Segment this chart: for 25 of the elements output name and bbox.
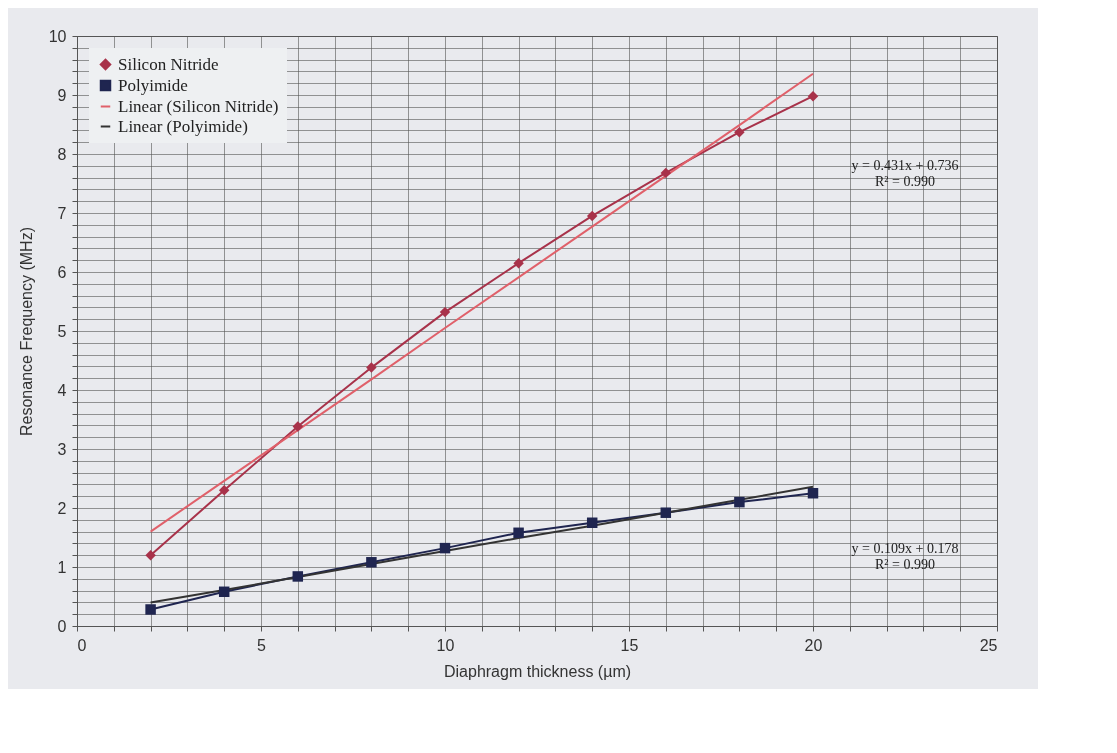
- annotation: y = 0.109x + 0.178 R² = 0.990: [851, 541, 959, 572]
- x-tick-label: 15: [620, 636, 639, 654]
- legend-label: Silicon Nitride: [118, 54, 219, 74]
- x-tick-label: 0: [77, 636, 87, 654]
- y-tick-label: 2: [57, 499, 67, 517]
- legend-label: Linear (Silicon Nitride): [118, 96, 279, 116]
- y-tick-label: 1: [57, 558, 67, 576]
- legend-label: Linear (Polyimide): [118, 116, 248, 136]
- y-tick-label: 0: [57, 617, 67, 635]
- y-tick-label: 4: [57, 381, 67, 399]
- x-tick-label: 10: [436, 636, 455, 654]
- legend-label: Polyimide: [118, 75, 188, 95]
- annotation: y = 0.431x + 0.736 R² = 0.990: [851, 158, 959, 189]
- y-tick-label: 6: [57, 263, 67, 281]
- y-tick-label: 3: [57, 440, 67, 458]
- y-tick-label: 9: [57, 86, 67, 104]
- y-axis-title: Resonance Frequency (MHz): [17, 227, 35, 436]
- y-tick-label: 10: [48, 27, 67, 45]
- y-tick-label: 5: [57, 322, 67, 340]
- x-tick-label: 25: [979, 636, 998, 654]
- y-tick-label: 7: [57, 204, 67, 222]
- x-tick-label: 20: [804, 636, 823, 654]
- x-tick-label: 5: [257, 636, 267, 654]
- x-axis-title: Diaphragm thickness (µm): [443, 662, 632, 680]
- y-tick-label: 8: [57, 145, 67, 163]
